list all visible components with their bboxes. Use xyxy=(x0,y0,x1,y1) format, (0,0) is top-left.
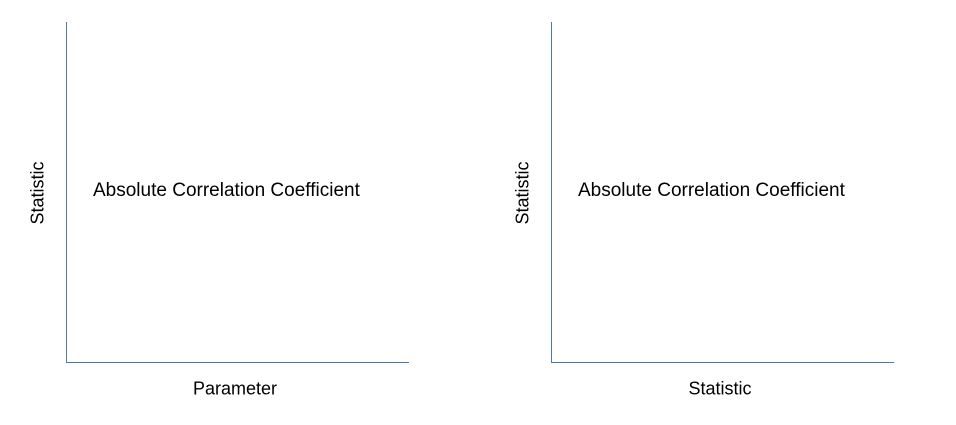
left-plot-inner-text: Absolute Correlation Coefficient xyxy=(93,180,360,201)
left-y-axis-label: Statistic xyxy=(27,161,48,225)
right-plot-panel: Statistic Statistic Absolute Correlation… xyxy=(485,0,905,425)
left-x-axis-label: Parameter xyxy=(192,378,278,399)
right-y-axis-line xyxy=(551,22,552,363)
left-x-axis-line xyxy=(66,362,409,363)
right-x-axis-label: Statistic xyxy=(688,378,752,399)
left-y-axis-line xyxy=(66,22,67,363)
right-plot-inner-text: Absolute Correlation Coefficient xyxy=(578,180,845,201)
right-y-axis-label: Statistic xyxy=(512,161,533,225)
left-plot-panel: Statistic Parameter Absolute Correlation… xyxy=(0,0,420,425)
right-x-axis-line xyxy=(551,362,894,363)
